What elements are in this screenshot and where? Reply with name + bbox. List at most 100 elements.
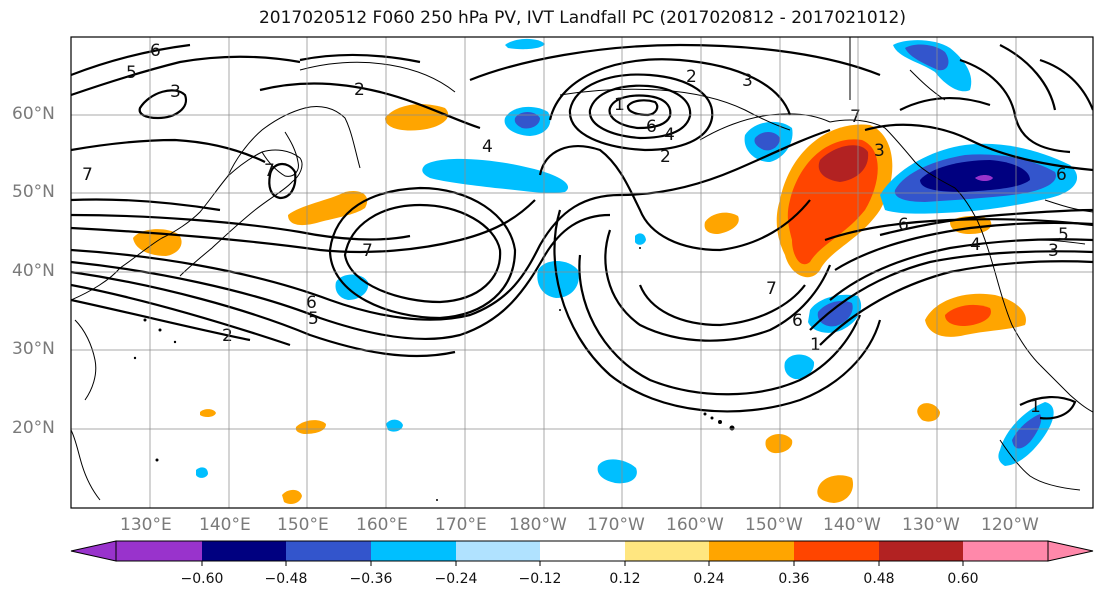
colorbar-tick-label: 0.60 (947, 571, 979, 587)
contour-label: 2 (222, 326, 233, 346)
lat-label: 20°N (12, 418, 55, 438)
contour-label: 7 (766, 279, 777, 299)
colorbar-tick-label: −0.12 (518, 571, 562, 587)
contour-label: 6 (646, 117, 657, 137)
contour-label: 4 (664, 125, 675, 145)
lat-label: 60°N (12, 104, 55, 124)
lon-label: 130°E (120, 515, 172, 535)
negative-anomaly (754, 132, 780, 151)
lat-label: 50°N (12, 182, 55, 202)
lon-label: 150°E (277, 515, 329, 535)
lon-label: 160°W (666, 515, 724, 535)
colorbar-extend-min (70, 540, 117, 562)
negative-anomaly (597, 459, 637, 484)
contour-label: 7 (362, 241, 373, 261)
colorbar-segment (202, 541, 286, 561)
colorbar-tick-label: −0.24 (434, 571, 478, 587)
contour-label: 1 (1030, 397, 1041, 417)
negative-anomaly (1012, 414, 1042, 449)
positive-anomaly (288, 190, 368, 226)
negative-anomaly (505, 38, 545, 50)
lon-label: 130°W (902, 515, 960, 535)
positive-anomaly (282, 489, 302, 504)
contour-label: 2 (686, 67, 697, 87)
lon-label: 160°E (356, 515, 408, 535)
contour-label: 7 (850, 107, 861, 127)
lon-label: 140°W (823, 515, 881, 535)
contour-label: 6 (792, 311, 803, 331)
lon-label: 170°E (435, 515, 487, 535)
colorbar-tick-label: 0.36 (778, 571, 810, 587)
colorbar-tick-label: −0.60 (180, 571, 224, 587)
positive-anomaly (385, 104, 449, 131)
contour-label-group: 6 5 3 2 7 4 2 3 1 4 6 2 3 6 7 7 6 5 2 6 … (82, 41, 1069, 417)
lon-label: 150°W (745, 515, 803, 535)
lon-label: 180°W (509, 515, 567, 535)
contour-label: 6 (1056, 165, 1067, 185)
colorbar-segment (794, 541, 879, 561)
contour-label: 1 (810, 335, 821, 355)
lon-label: 170°W (587, 515, 645, 535)
colorbar-tick-label: −0.36 (349, 571, 393, 587)
contour-label: 2 (354, 80, 365, 100)
positive-anomaly (917, 403, 940, 422)
colorbar-tick-label: 0.24 (693, 571, 725, 587)
positive-anomaly (765, 434, 793, 454)
negative-anomaly (635, 233, 646, 245)
contour-label: 1 (614, 95, 625, 115)
lon-label: 140°E (199, 515, 251, 535)
contour-label: 3 (874, 141, 885, 161)
positive-anomaly (818, 145, 869, 182)
colorbar-segment (456, 541, 540, 561)
shading-layer (133, 38, 1078, 504)
map-title: 2017020512 F060 250 hPa PV, IVT Landfall… (258, 8, 906, 28)
colorbar-tick-label: 0.48 (863, 571, 895, 587)
coastline-layer (71, 37, 1093, 501)
contour-label: 3 (1048, 241, 1059, 261)
negative-anomaly (784, 354, 815, 380)
negative-anomaly (905, 44, 949, 71)
lon-label: 120°W (981, 515, 1039, 535)
colorbar-segment (963, 541, 1048, 561)
contour-label: 3 (742, 71, 753, 91)
contour-label: 6 (150, 41, 161, 61)
positive-anomaly (295, 420, 326, 434)
colorbar-segment (625, 541, 709, 561)
contour-label: 5 (126, 63, 137, 83)
negative-anomaly (196, 467, 208, 478)
colorbar-segment (540, 541, 625, 561)
contour-label: 4 (482, 137, 493, 157)
negative-anomaly (514, 112, 540, 129)
colorbar-segment (116, 541, 202, 561)
contour-label: 5 (1058, 225, 1069, 245)
contour-label: 3 (170, 82, 181, 102)
contour-label: 7 (264, 161, 275, 181)
colorbar-segment (709, 541, 794, 561)
positive-anomaly (945, 304, 991, 326)
negative-anomaly (817, 300, 853, 327)
negative-anomaly (335, 274, 369, 300)
map-frame (70, 36, 1094, 509)
colorbar-segment (879, 541, 963, 561)
positive-anomaly (704, 212, 739, 234)
lat-label: 30°N (12, 339, 55, 359)
contour-label: 7 (82, 165, 93, 185)
colorbar-tick-label: −0.48 (264, 571, 308, 587)
colorbar-outline (115, 540, 1049, 562)
negative-anomaly (975, 175, 993, 181)
islands-layer (133, 247, 735, 501)
colorbar-extend-max (1047, 540, 1094, 562)
positive-anomaly (817, 475, 854, 503)
colorbar-segment (371, 541, 456, 561)
colorbar-tick-label: 0.12 (609, 571, 641, 587)
positive-anomaly (200, 409, 216, 418)
contour-label: 2 (660, 147, 671, 167)
contour-label: 6 (898, 215, 909, 235)
pv-contours (71, 43, 1093, 420)
lat-label: 40°N (12, 261, 55, 281)
graticule (71, 37, 1093, 508)
negative-anomaly (386, 419, 403, 432)
contour-label: 4 (970, 235, 981, 255)
colorbar-segment (286, 541, 371, 561)
